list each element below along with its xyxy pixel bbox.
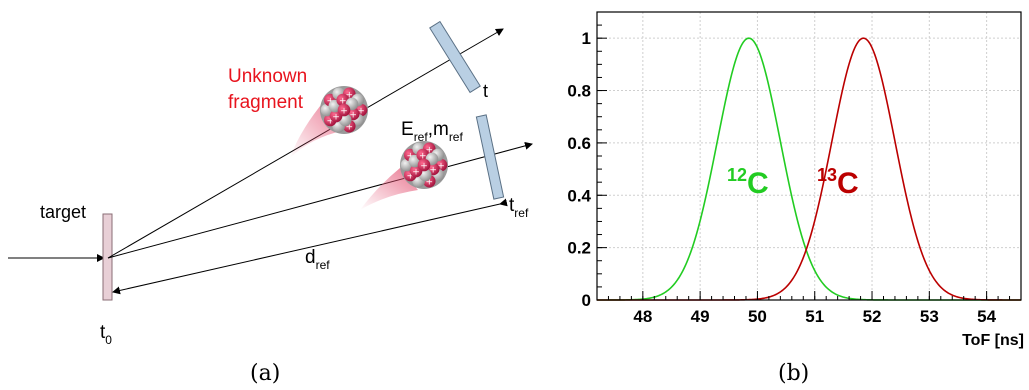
detector-t	[429, 20, 481, 94]
detector-tref	[475, 114, 505, 200]
t-label: t	[483, 81, 488, 101]
proton-plus: +	[412, 168, 420, 178]
eref-mref-label: Eref,mref	[401, 119, 463, 144]
series-label-12c: 12C	[727, 165, 769, 200]
unknown-fragment-label-2: fragment	[228, 92, 304, 113]
y-tick-label: 0	[582, 291, 591, 310]
chart-axes	[596, 11, 1022, 301]
target-label: target	[40, 202, 86, 222]
x-tick-label: 50	[748, 307, 767, 326]
fragment-trail-reference	[360, 168, 418, 210]
proton-plus: +	[406, 152, 414, 162]
series-curve-12c	[597, 37, 1021, 301]
y-tick-label: 0.2	[567, 239, 591, 258]
proton-plus: +	[420, 162, 428, 172]
chart-grid	[597, 12, 1021, 301]
chart-series	[597, 37, 1021, 301]
y-tick-label: 0.6	[567, 134, 591, 153]
proton-plus: +	[425, 145, 433, 155]
trajectory-reference	[107, 141, 533, 259]
tref-label: tref	[509, 195, 529, 220]
series-label-13c: 13C	[817, 165, 859, 200]
proton-plus: +	[425, 178, 433, 188]
proton-plus: +	[345, 90, 353, 100]
reference-fragment-nucleus: +++++++++	[400, 141, 448, 189]
caption-a: (a)	[250, 361, 281, 386]
proton-plus: +	[339, 97, 347, 107]
proton	[417, 158, 431, 172]
proton-plus: +	[345, 123, 353, 133]
proton	[337, 103, 351, 117]
x-tick-label: 49	[691, 307, 710, 326]
y-tick-label: 0.4	[567, 186, 591, 205]
x-axis-label: ToF [ns]	[962, 332, 1024, 349]
proton-plus: +	[419, 152, 427, 162]
x-tick-label: 48	[633, 307, 652, 326]
dref-label: dref	[305, 247, 330, 272]
proton-plus: +	[326, 97, 334, 107]
caption-b: (b)	[778, 361, 810, 386]
proton-plus: +	[340, 107, 348, 117]
t0-label: t0	[100, 322, 112, 347]
setup-diagram: target t0 t tref +++++++++ Unknown fragm…	[8, 20, 533, 347]
proton-plus: +	[406, 171, 414, 181]
proton-plus: +	[429, 165, 437, 175]
x-tick-label: 53	[920, 307, 939, 326]
y-tick-label: 1	[582, 29, 591, 48]
distance-arrow	[112, 198, 508, 295]
proton-plus: +	[326, 116, 334, 126]
plot-frame	[596, 11, 1022, 301]
proton-plus: +	[357, 107, 365, 117]
proton-plus: +	[437, 162, 445, 172]
proton-plus: +	[349, 110, 357, 120]
series-curve-13c	[597, 37, 1021, 301]
x-tick-label: 54	[977, 307, 996, 326]
chart-ticks: 48 49 50 51 52 53 54 0 0.2 0.4 0.6 0.8 1	[567, 24, 1011, 326]
proton-plus: +	[332, 113, 340, 123]
y-tick-label: 0.8	[567, 82, 591, 101]
x-tick-label: 52	[863, 307, 882, 326]
x-tick-label: 51	[805, 307, 824, 326]
unknown-fragment-nucleus: +++++++++	[320, 86, 368, 134]
unknown-fragment-label: Unknown	[228, 66, 307, 87]
